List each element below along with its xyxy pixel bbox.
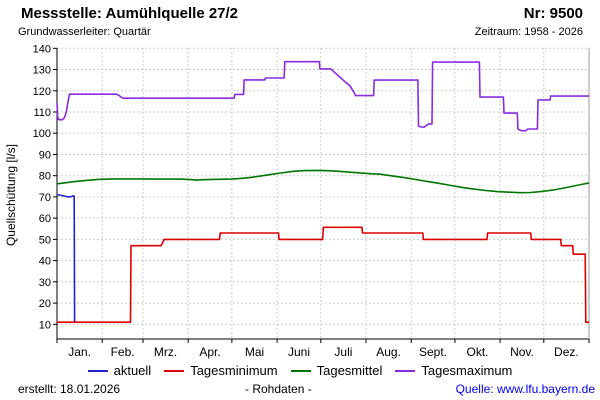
y-tick-label: 80 bbox=[39, 171, 51, 183]
month-label: Feb. bbox=[111, 345, 135, 359]
legend-line-icon bbox=[290, 369, 311, 372]
station-number: Nr: 9500 bbox=[523, 5, 583, 22]
y-tick-label: 50 bbox=[39, 234, 51, 246]
y-tick-label: 10 bbox=[39, 319, 51, 331]
legend-label: aktuell bbox=[113, 363, 152, 378]
y-tick-label: 60 bbox=[39, 213, 51, 225]
aquifer-label: Grundwasserleiter: Quartär bbox=[18, 26, 151, 38]
footer-row: erstellt: 18.01.2026 - Rohdaten - Quelle… bbox=[0, 382, 600, 398]
month-label: Dez. bbox=[554, 345, 579, 359]
y-tick-label: 100 bbox=[33, 128, 51, 140]
month-label: Sept. bbox=[419, 345, 447, 359]
month-label: Jan. bbox=[68, 345, 91, 359]
y-tick-label: 140 bbox=[33, 43, 51, 55]
month-label: Nov. bbox=[510, 345, 534, 359]
y-tick-label: 130 bbox=[33, 65, 51, 77]
legend-item-Tagesmaximum: Tagesmaximum bbox=[395, 363, 512, 378]
series-Tagesmittel-line bbox=[56, 169, 590, 194]
month-label: Apr. bbox=[199, 345, 220, 359]
month-label: Mai bbox=[245, 345, 264, 359]
legend-line-icon bbox=[395, 369, 416, 372]
series-Tagesminimum-line bbox=[57, 226, 589, 323]
y-tick-label: 20 bbox=[39, 298, 51, 310]
legend-line-icon bbox=[87, 369, 108, 372]
month-label: Mrz. bbox=[154, 345, 177, 359]
month-label: Aug. bbox=[376, 345, 401, 359]
legend-item-Tagesmittel: Tagesmittel bbox=[290, 363, 383, 378]
legend-label: Tagesminimum bbox=[190, 363, 278, 378]
legend-item-Tagesminimum: Tagesminimum bbox=[164, 363, 278, 378]
month-label: Juni bbox=[288, 345, 310, 359]
series-Tagesmaximum-line bbox=[56, 60, 589, 132]
y-tick-label: 120 bbox=[33, 86, 51, 98]
month-label: Juli bbox=[334, 345, 352, 359]
subheader-row: Grundwasserleiter: Quartär Zeitraum: 195… bbox=[18, 26, 583, 38]
y-tick-label: 90 bbox=[39, 150, 51, 162]
header-row: Messstelle: Aumühlquelle 27/2 Nr: 9500 bbox=[21, 5, 583, 22]
legend-label: Tagesmaximum bbox=[421, 363, 513, 378]
y-tick-label: 110 bbox=[33, 107, 51, 119]
y-tick-label: 30 bbox=[39, 277, 51, 289]
legend-line-icon bbox=[164, 369, 185, 372]
month-label: Okt. bbox=[466, 345, 488, 359]
series-aktuell-line bbox=[56, 194, 76, 322]
period-label: Zeitraum: 1958 - 2026 bbox=[474, 26, 583, 38]
y-tick-label: 40 bbox=[39, 256, 51, 268]
created-label: erstellt: 18.01.2026 bbox=[18, 382, 121, 396]
y-tick-label: 70 bbox=[39, 192, 51, 204]
legend-item-aktuell: aktuell bbox=[87, 363, 152, 378]
data-type-label: - Rohdaten - bbox=[245, 382, 312, 396]
page-title: Messstelle: Aumühlquelle 27/2 bbox=[21, 5, 239, 22]
chart-legend: aktuell Tagesminimum Tagesmittel Tagesmaxim… bbox=[0, 363, 600, 378]
legend-label: Tagesmittel bbox=[316, 363, 383, 378]
source-link[interactable]: Quelle: www.lfu.bayern.de bbox=[455, 382, 595, 396]
